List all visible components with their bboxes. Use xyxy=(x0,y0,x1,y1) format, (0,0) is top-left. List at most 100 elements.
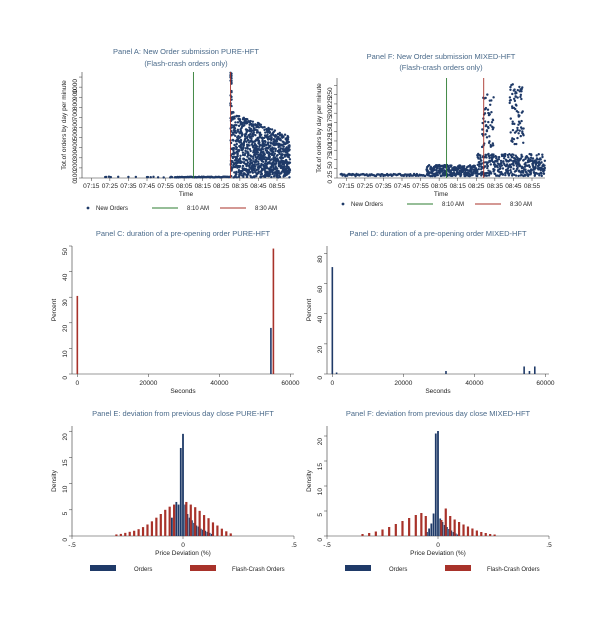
data-point xyxy=(516,96,519,99)
bar xyxy=(452,532,455,536)
data-point xyxy=(246,162,249,165)
data-point xyxy=(259,165,262,169)
data-point xyxy=(479,154,482,157)
y-tick-label: 5 xyxy=(62,511,69,515)
data-point xyxy=(232,147,236,150)
data-point xyxy=(522,127,525,130)
data-point xyxy=(235,156,239,160)
data-point xyxy=(511,155,514,159)
data-point xyxy=(134,175,138,179)
chart-title: Panel F: New Order submission MIXED-HFT xyxy=(367,52,516,61)
data-point xyxy=(235,146,239,149)
bar xyxy=(462,524,465,536)
data-point xyxy=(276,132,280,136)
data-point xyxy=(241,153,245,157)
data-point xyxy=(488,135,491,138)
data-point xyxy=(524,161,527,165)
data-point xyxy=(247,154,250,157)
bar xyxy=(177,504,180,536)
bar xyxy=(457,534,459,536)
data-point xyxy=(539,158,542,161)
x-tick-label: 07:55 xyxy=(157,183,174,190)
bar xyxy=(171,517,173,536)
bar xyxy=(466,526,470,536)
data-point xyxy=(491,118,495,122)
y-tick-label: 80 xyxy=(317,255,324,263)
x-tick-label: 08:35 xyxy=(232,183,249,190)
bar xyxy=(528,370,531,374)
data-point xyxy=(248,148,252,151)
data-point xyxy=(485,123,488,127)
y-tick-label: 15 xyxy=(62,459,69,467)
data-point xyxy=(487,126,490,130)
data-point xyxy=(250,137,253,140)
data-point xyxy=(262,150,265,153)
data-point xyxy=(241,164,245,168)
chart-title: Panel C: duration of a pre-opening order… xyxy=(96,229,271,238)
data-point xyxy=(473,164,477,168)
bar xyxy=(128,531,131,536)
data-point xyxy=(251,120,255,123)
y-axis-label: Tot.of orders by day per minute xyxy=(316,83,323,173)
data-point xyxy=(534,163,538,167)
data-point xyxy=(492,169,496,172)
bar xyxy=(361,534,364,536)
data-point xyxy=(529,153,533,156)
data-point xyxy=(249,171,252,174)
data-point xyxy=(232,133,235,136)
data-point xyxy=(492,153,495,156)
y-tick-label: 0 xyxy=(317,538,324,542)
x-axis-label: Seconds xyxy=(170,388,196,395)
data-point xyxy=(541,153,544,156)
data-point xyxy=(480,162,484,165)
bar xyxy=(202,515,206,536)
data-point xyxy=(127,175,130,179)
y-tick-label: 25 xyxy=(327,170,334,178)
x-tick-label: 08:25 xyxy=(213,183,230,190)
data-point xyxy=(117,175,120,179)
data-point xyxy=(509,159,513,162)
data-point xyxy=(521,130,524,133)
data-point xyxy=(269,144,272,148)
data-point xyxy=(518,90,521,93)
data-point xyxy=(496,165,499,169)
x-tick-label: 08:15 xyxy=(195,183,212,190)
bar xyxy=(445,527,448,536)
y-tick-label: 1000 xyxy=(72,79,79,94)
data-point xyxy=(254,134,257,137)
data-point xyxy=(514,107,517,111)
bar xyxy=(146,524,149,536)
data-point xyxy=(233,171,236,174)
data-point xyxy=(354,174,357,178)
data-point xyxy=(517,161,520,164)
data-point xyxy=(249,149,252,153)
data-point xyxy=(468,164,472,167)
y-tick-label: 300 xyxy=(72,149,79,160)
chart-title: Panel F: deviation from previous day clo… xyxy=(346,409,531,418)
bar xyxy=(185,501,188,536)
data-point xyxy=(509,117,512,120)
data-point xyxy=(244,147,248,150)
x-tick-label: 60000 xyxy=(536,380,554,387)
data-point xyxy=(239,165,242,168)
legend-label: New Orders xyxy=(96,206,128,212)
y-tick-label: 200 xyxy=(327,106,334,117)
data-point xyxy=(260,162,263,166)
bar xyxy=(194,507,197,536)
data-point xyxy=(286,136,290,139)
y-tick-label: 20 xyxy=(317,346,324,354)
data-point xyxy=(513,88,516,91)
y-axis-label: Percent xyxy=(306,299,313,322)
data-point xyxy=(484,153,488,157)
data-point xyxy=(257,162,260,166)
bar xyxy=(119,533,122,536)
bar xyxy=(184,504,187,536)
data-point xyxy=(246,135,249,138)
data-point xyxy=(488,156,491,160)
data-point xyxy=(264,131,267,134)
data-point xyxy=(233,134,237,137)
data-point xyxy=(535,154,538,157)
data-point xyxy=(520,90,523,93)
data-point xyxy=(516,128,519,132)
